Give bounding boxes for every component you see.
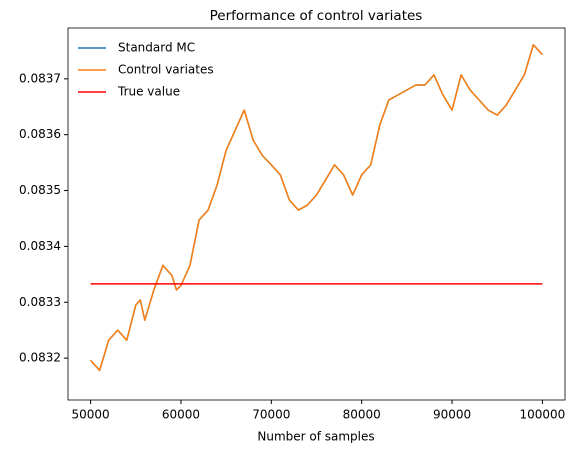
- x-tick-label: 100000: [520, 408, 566, 422]
- legend-label: Standard MC: [118, 41, 195, 55]
- chart-title: Performance of control variates: [210, 8, 423, 24]
- y-tick-label: 0.0832: [19, 351, 61, 365]
- x-tick-label: 50000: [71, 408, 109, 422]
- x-axis-label: Number of samples: [257, 430, 374, 444]
- plot-frame: [67, 27, 566, 401]
- y-tick-label: 0.0834: [19, 239, 61, 253]
- x-tick-label: 90000: [433, 408, 471, 422]
- y-tick-label: 0.0833: [19, 295, 61, 309]
- y-tick-label: 0.0835: [19, 183, 61, 197]
- legend-label: Control variates: [118, 63, 214, 77]
- series-line: [90, 44, 543, 372]
- x-tick-label: 60000: [162, 408, 200, 422]
- y-tick-label: 0.0836: [19, 127, 61, 141]
- legend-label: True value: [117, 85, 180, 99]
- x-tick-label: 80000: [343, 408, 381, 422]
- x-tick-label: 70000: [252, 408, 290, 422]
- y-tick-label: 0.0837: [19, 71, 61, 85]
